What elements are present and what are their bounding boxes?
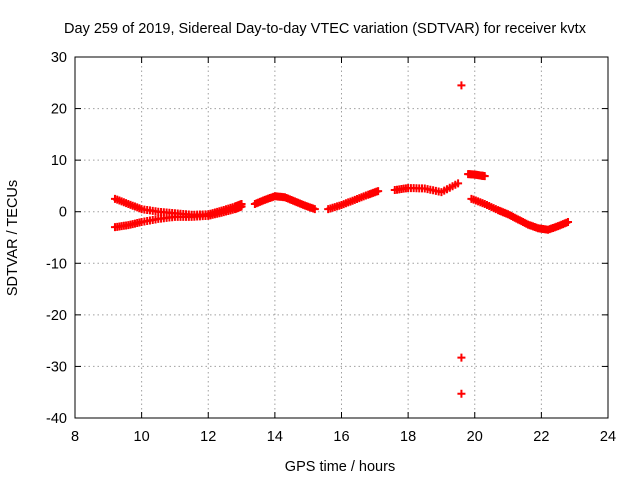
- x-tick-label: 18: [400, 429, 416, 445]
- y-tick-label: -20: [46, 308, 67, 324]
- y-tick-label: -10: [46, 256, 67, 272]
- series-segment-14h: [250, 192, 319, 214]
- x-tick-label: 12: [200, 429, 216, 445]
- y-tick-label: -40: [46, 411, 67, 427]
- data-point: [457, 353, 466, 362]
- series-band-lower: [110, 202, 246, 232]
- data-point: [237, 202, 246, 211]
- data-point: [457, 81, 466, 90]
- series-segment-20h: [464, 170, 489, 181]
- data-point: [564, 218, 573, 227]
- x-tick-label: 20: [467, 429, 483, 445]
- axis-ticks: 8 10 12 14 16 18 20 22 24 -40 -30 -20 -10 0 10 20 30: [46, 50, 616, 445]
- x-tick-label: 14: [267, 429, 283, 445]
- y-tick-label: -30: [46, 359, 67, 375]
- y-tick-label: 20: [51, 102, 67, 118]
- series-outliers: [457, 81, 466, 398]
- series-segment-16-17h: [324, 187, 383, 214]
- data-points: [110, 81, 573, 398]
- plot-frame: [74, 56, 609, 419]
- x-tick-label: 22: [533, 429, 549, 445]
- x-tick-label: 10: [134, 429, 150, 445]
- data-point: [480, 172, 489, 181]
- y-tick-label: 0: [59, 205, 67, 221]
- y-tick-label: 10: [51, 153, 67, 169]
- series-segment-evening: [467, 194, 573, 234]
- x-axis-label: GPS time / hours: [285, 459, 395, 475]
- data-point: [310, 205, 319, 214]
- chart-title: Day 259 of 2019, Sidereal Day-to-day VTE…: [64, 21, 587, 37]
- x-tick-label: 8: [71, 429, 79, 445]
- data-point: [457, 389, 466, 398]
- y-axis-label: SDTVAR / TECUs: [5, 180, 21, 296]
- series-segment-18-19h: [390, 179, 463, 197]
- data-point: [374, 187, 383, 196]
- grid: [75, 57, 608, 418]
- data-point: [454, 179, 463, 188]
- x-tick-label: 16: [333, 429, 349, 445]
- x-tick-label: 24: [600, 429, 616, 445]
- y-tick-label: 30: [51, 50, 67, 66]
